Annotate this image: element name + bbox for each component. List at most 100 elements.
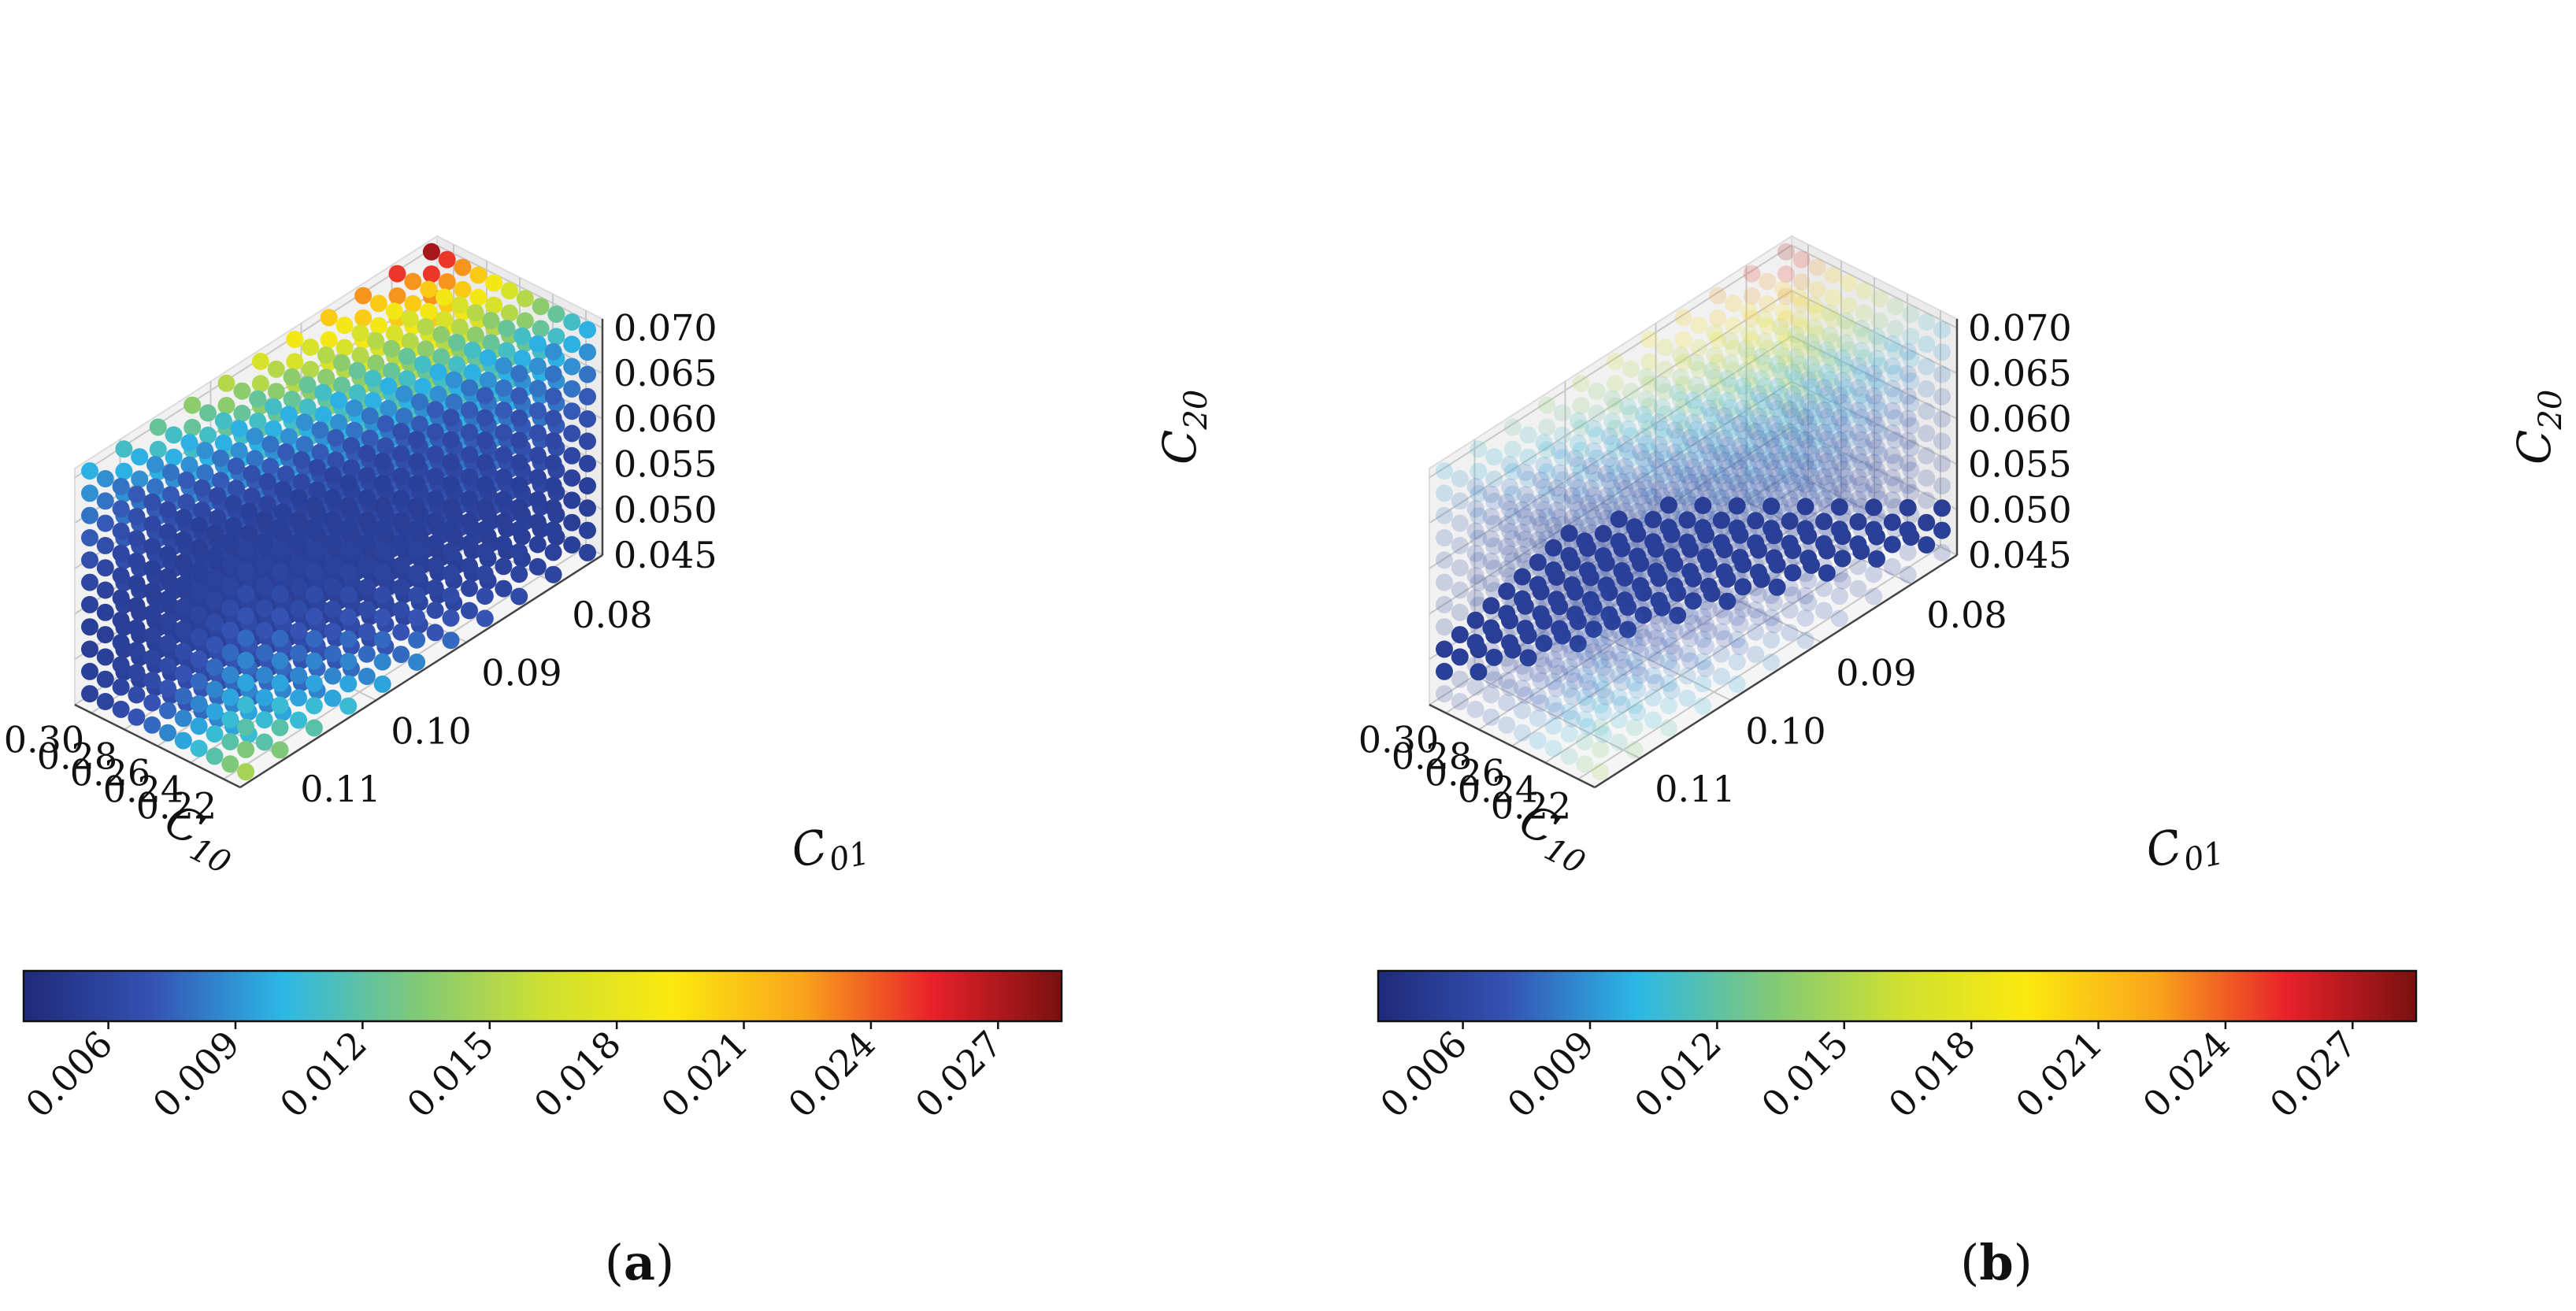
data-point [1619,443,1636,461]
data-point [1470,663,1488,681]
data-point [528,535,547,554]
data-point [237,674,255,691]
data-point [1644,600,1662,618]
data-point [1784,408,1802,426]
data-point [1899,387,1917,406]
data-point [442,587,460,605]
data-point [1731,593,1749,611]
data-point [1647,674,1665,691]
data-point [1519,448,1537,466]
data-point [1737,451,1755,469]
data-point [401,332,419,350]
data-point [1750,385,1767,403]
data-point [442,543,460,560]
data-point [1724,472,1742,491]
data-point [1666,421,1684,439]
data-point [1592,584,1610,602]
data-point [1551,509,1569,527]
data-point [1597,665,1615,683]
panel-b-ticks: 0.300.280.260.240.220.080.090.100.110.07… [1358,307,2072,828]
data-point [308,458,326,476]
data-point [1547,502,1566,520]
data-point [1886,454,1904,472]
data-point [190,694,208,713]
data-point [1532,516,1550,534]
data-point [339,519,358,537]
data-point [1886,409,1904,427]
data-point [1703,384,1721,402]
data-point [373,653,391,671]
data-point [436,288,453,306]
data-point [1662,458,1681,476]
data-point [1514,523,1531,541]
data-point [143,493,161,511]
data-point [408,453,426,471]
grid-line [1474,675,1640,760]
data-point [1656,428,1674,446]
data-point [1563,487,1581,505]
data-point [1674,443,1692,461]
data-point [1466,678,1484,696]
data-point [1610,711,1628,729]
data-point [1563,620,1581,639]
data-point [196,442,214,460]
data-point [1594,547,1612,565]
data-point [1899,543,1917,561]
data-point [1685,391,1702,409]
data-point [1709,487,1727,506]
data-point [339,608,358,626]
data-point [1503,552,1522,570]
data-point [1787,437,1805,455]
data-point [1466,477,1484,495]
data-point [1933,410,1951,428]
data-point [227,457,245,475]
data-point [1640,331,1659,349]
data-point [1734,466,1752,484]
data-point [1514,590,1531,608]
data-point [516,290,534,308]
data-point [395,407,413,425]
data-point [436,310,453,328]
data-point [1666,621,1684,639]
data-point [1532,605,1550,623]
data-point [1519,537,1537,555]
data-point [528,446,547,465]
data-point [308,481,326,499]
data-point [408,475,426,493]
data-point [1803,356,1820,374]
data-point [1899,343,1917,361]
data-point [96,693,114,710]
data-point [1436,573,1453,591]
data-point [1485,582,1503,599]
data-point [1840,452,1858,470]
data-point [214,434,232,452]
data-point [1485,492,1503,510]
data-point [271,607,289,625]
data-point [143,560,161,578]
data-point [290,510,308,528]
data-point [1637,413,1655,431]
data-point [1722,376,1740,394]
data-point [579,343,596,361]
data-point [1572,441,1590,459]
data-point [1594,591,1612,609]
data-point [1706,413,1724,431]
data-point [1482,508,1500,526]
data-point [1728,586,1746,604]
data-point [190,606,208,624]
data-point [501,282,518,300]
data-point [1750,586,1767,604]
data-point [1737,339,1755,357]
data-point [461,468,478,486]
data-point [1687,465,1705,483]
data-point [112,589,130,607]
data-point [1659,541,1677,559]
data-point [339,675,358,693]
data-point [1529,643,1547,661]
data-point [1650,435,1668,454]
data-point [367,332,385,350]
data-point [1815,446,1833,464]
data-point [1703,451,1721,468]
data-point [131,448,149,466]
data-point [501,304,518,322]
